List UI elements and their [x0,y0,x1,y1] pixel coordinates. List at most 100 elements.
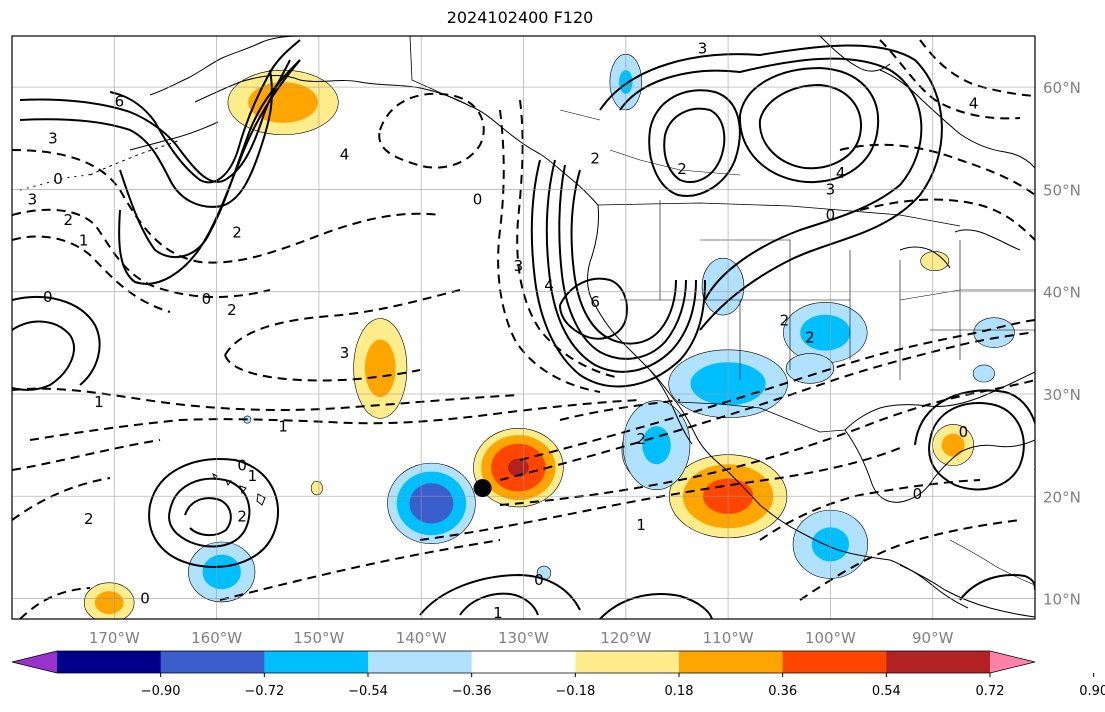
contour-label: 2 [63,211,73,229]
longitude-labels: 170°W 160°W 150°W 140°W 130°W 120°W 110°W 100°W… [89,629,954,647]
field-shade-blob [941,433,965,457]
contour-label: 2 [780,311,790,329]
field-shade-blob [364,339,396,398]
contour-label: 3 [340,344,350,362]
longitude-tick-label: 140°W [396,629,447,647]
contour-label: 2 [84,510,94,528]
contour-label: 0 [959,423,969,441]
contour-label: 0 [534,571,544,589]
contour-label: 1 [278,418,288,436]
colorbar-extend-high [990,651,1035,673]
field-shade-blob [409,483,454,524]
colorbar-tick-label: 0.36 [768,684,797,699]
colorbar-segment [886,651,991,673]
longitude-tick-label: 150°W [293,629,344,647]
latitude-tick-label: 40°N [1043,284,1081,302]
contour-label: 0 [202,290,212,308]
field-shade-blob [248,82,319,123]
latitude-tick-label: 20°N [1043,488,1081,506]
contour-label: 1 [636,516,646,534]
contour-label: 4 [340,146,350,164]
contour-label: 2 [237,508,247,526]
contour-label: 1 [79,232,89,250]
contour-label: 4 [969,95,979,113]
colorbar-tick-label: 0.18 [665,684,694,699]
contour-label: 2 [677,160,687,178]
longitude-tick-label: 160°W [191,629,242,647]
contour-label: 1 [493,604,503,622]
contour-label: 3 [826,180,836,198]
contour-label: 3 [48,129,58,147]
latitude-labels: 10°N 20°N 30°N 40°N 50°N 60°N [1043,79,1081,608]
colorbar-tick-label: 0.90 [1079,684,1105,699]
contour-label: 4 [544,277,554,295]
field-shade-blob [973,317,1015,348]
longitude-tick-label: 110°W [703,629,754,647]
contour-label: 2 [805,329,815,347]
colorbar-segment [368,651,473,673]
latitude-tick-label: 30°N [1043,386,1081,404]
colorbar-segment [57,651,162,673]
contour-label: 2 [232,223,242,241]
map-frame [11,35,1036,620]
field-shade-blob [972,364,995,383]
colorbar-tick-labels: −0.90 −0.72 −0.54 −0.36 −0.18 0.18 0.36 0.54 0.7… [141,673,1105,699]
contour-label: 2 [636,430,646,448]
colorbar-tick-label: 0.54 [872,684,901,699]
longitude-tick-label: 90°W [912,629,954,647]
field-shade-blob [508,458,529,477]
contour-label: 2 [227,301,237,319]
colorbar-tick-label: −0.18 [555,684,595,699]
colorbar-tick-label: −0.90 [141,684,181,699]
longitude-tick-label: 100°W [805,629,856,647]
colorbar-tick-label: −0.36 [452,684,492,699]
colorbar [11,650,1036,674]
location-marker [473,479,492,498]
field-shade-blob [920,251,950,271]
map-title: 2024102400 F120 [446,8,594,27]
field-shade-blob [800,314,851,351]
colorbar-segment [160,651,265,673]
contour-label: 0 [913,485,923,503]
contour-label: 3 [514,257,524,275]
colorbar-segment [264,651,369,673]
colorbar-tick-label: −0.72 [244,684,284,699]
colorbar-extend-low [12,651,57,673]
contour-label: 3 [28,191,38,209]
colorbar-segment [575,651,680,673]
field-shade-blob [202,554,241,590]
colorbar-segment [471,651,576,673]
contour-label: 6 [115,92,125,110]
latitude-tick-label: 60°N [1043,79,1081,97]
latitude-tick-label: 10°N [1043,591,1081,609]
colorbar-tick-label: 0.72 [976,684,1005,699]
contour-line-layer [12,39,1035,619]
colorbar-segment [782,651,887,673]
contour-label: 0 [43,288,53,306]
contour-label: 2 [590,150,600,168]
field-shade-blob [94,591,124,615]
contour-label: 1 [248,467,258,485]
contour-label: 0 [53,170,63,188]
field-shade-blob [785,353,835,384]
colorbar-segment [679,651,784,673]
contour-label: 6 [590,293,600,311]
contour-label: 0 [140,590,150,608]
graticule-layer [12,36,1035,619]
latitude-tick-label: 50°N [1043,181,1081,199]
contour-label: 1 [94,393,104,411]
colorbar-outline [11,650,1036,674]
contour-label: 0 [473,191,483,209]
field-shade-blob [310,480,323,496]
coastline-layer [19,36,1035,618]
contour-label: 4 [836,164,846,182]
longitude-tick-label: 130°W [498,629,549,647]
field-shade-blob [701,257,745,316]
contour-label: 3 [698,39,708,57]
contour-label: 0 [826,206,836,224]
longitude-tick-label: 170°W [89,629,140,647]
contour-label: 0 [237,457,247,475]
